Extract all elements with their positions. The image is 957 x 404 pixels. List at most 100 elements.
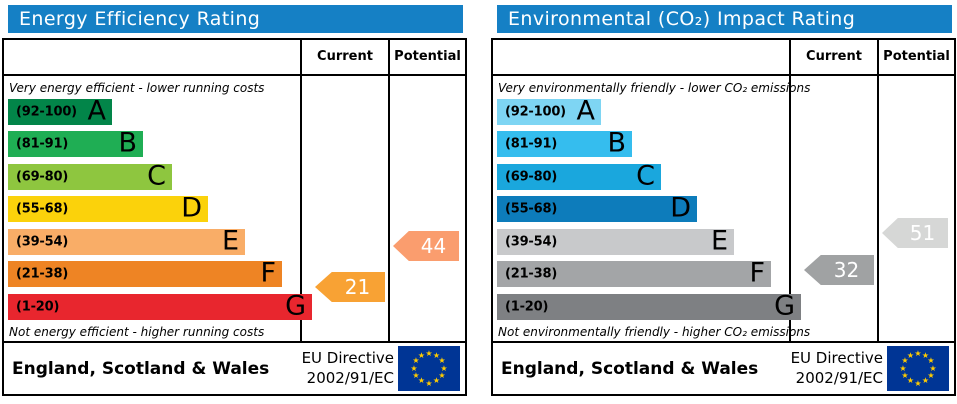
rating-band-f: (21-38) F bbox=[497, 257, 771, 289]
band-range-label: (69-80) bbox=[505, 169, 558, 185]
rating-band-b: (81-91) B bbox=[497, 127, 632, 159]
rating-band-d: (55-68) D bbox=[8, 192, 208, 224]
eu-flag-star: ★ bbox=[914, 378, 922, 388]
band-range-label: (92-100) bbox=[505, 104, 566, 120]
environmental-rating-table: Current Potential Very environmentally f… bbox=[491, 38, 956, 396]
environmental-footer: England, Scotland & Wales EU Directive 2… bbox=[493, 341, 954, 394]
current-rating-value: 32 bbox=[833, 258, 860, 282]
eu-flag-star: ★ bbox=[412, 371, 420, 380]
rating-band-g: (1-20) G bbox=[8, 290, 312, 322]
eu-directive-label: EU Directive 2002/91/EC bbox=[791, 348, 883, 388]
eu-directive-line1: EU Directive bbox=[790, 349, 883, 367]
potential-rating-arrow: 44 bbox=[393, 231, 459, 261]
band-letter: F bbox=[749, 257, 765, 289]
eu-flag-star: ★ bbox=[432, 376, 441, 386]
band-range-label: (21-38) bbox=[505, 266, 558, 282]
eu-flag-star: ★ bbox=[921, 350, 930, 360]
eu-flag-star: ★ bbox=[927, 371, 935, 380]
band-letter: D bbox=[670, 192, 691, 224]
energy-footer: England, Scotland & Wales EU Directive 2… bbox=[4, 341, 465, 394]
eu-flag: ★ ★ ★ ★ ★ ★ ★ ★ ★ ★ ★ ★ bbox=[398, 346, 460, 391]
band-letter: C bbox=[636, 160, 655, 192]
potential-rating-arrow: 51 bbox=[882, 218, 948, 248]
column-divider bbox=[877, 40, 879, 341]
band-letter: C bbox=[147, 160, 166, 192]
energy-efficiency-panel: Energy Efficiency Rating Current Potenti… bbox=[2, 0, 467, 404]
eu-flag-star: ★ bbox=[914, 348, 922, 358]
band-letter: E bbox=[710, 225, 728, 257]
eu-flag-star: ★ bbox=[425, 378, 433, 388]
band-letter: B bbox=[607, 127, 626, 159]
environmental-rating-grid: Current Potential Very environmentally f… bbox=[493, 40, 954, 341]
band-letter: A bbox=[576, 95, 595, 127]
energy-band-chart: Very energy efficient - lower running co… bbox=[4, 76, 465, 341]
top-note: Very energy efficient - lower running co… bbox=[9, 81, 265, 95]
rating-band-e: (39-54) E bbox=[497, 225, 734, 257]
potential-rating-value: 44 bbox=[420, 234, 447, 258]
band-range-label: (39-54) bbox=[505, 234, 558, 250]
eu-flag-star: ★ bbox=[921, 376, 930, 386]
rating-band-c: (69-80) C bbox=[497, 160, 661, 192]
eu-flag: ★ ★ ★ ★ ★ ★ ★ ★ ★ ★ ★ ★ bbox=[887, 346, 949, 391]
current-column-header: Current bbox=[806, 49, 862, 64]
eu-flag-star: ★ bbox=[901, 356, 909, 365]
eu-directive-line1: EU Directive bbox=[301, 349, 394, 367]
column-divider bbox=[300, 40, 302, 341]
rating-band-f: (21-38) F bbox=[8, 257, 282, 289]
eu-flag-star: ★ bbox=[929, 363, 937, 373]
bottom-note: Not environmentally friendly - higher CO… bbox=[498, 325, 811, 339]
band-letter: D bbox=[181, 192, 202, 224]
header-divider bbox=[4, 74, 465, 76]
eu-directive-line2: 2002/91/EC bbox=[306, 369, 394, 387]
eu-flag-star: ★ bbox=[440, 363, 448, 373]
eu-flag-star: ★ bbox=[906, 350, 915, 360]
current-rating-arrow: 32 bbox=[804, 255, 874, 285]
region-label: England, Scotland & Wales bbox=[501, 358, 759, 379]
band-letter: E bbox=[221, 225, 239, 257]
current-rating-arrow: 21 bbox=[315, 272, 385, 302]
environmental-band-chart: Very environmentally friendly - lower CO… bbox=[493, 76, 954, 341]
band-range-label: (69-80) bbox=[16, 169, 69, 185]
band-range-label: (55-68) bbox=[505, 201, 558, 217]
band-letter: G bbox=[285, 290, 306, 322]
rating-band-b: (81-91) B bbox=[8, 127, 143, 159]
eu-flag-star: ★ bbox=[438, 371, 446, 380]
energy-title-bar: Energy Efficiency Rating bbox=[8, 5, 463, 33]
eu-directive-label: EU Directive 2002/91/EC bbox=[302, 348, 394, 388]
column-divider bbox=[388, 40, 390, 341]
environmental-panel-title: Environmental (CO₂) Impact Rating bbox=[508, 8, 856, 30]
band-range-label: (39-54) bbox=[16, 234, 69, 250]
band-range-label: (92-100) bbox=[16, 104, 77, 120]
eu-flag-star: ★ bbox=[906, 376, 915, 386]
eu-flag-star: ★ bbox=[927, 356, 935, 365]
top-note: Very environmentally friendly - lower CO… bbox=[498, 81, 811, 95]
potential-column-header: Potential bbox=[394, 49, 461, 64]
potential-column-header: Potential bbox=[883, 49, 950, 64]
column-divider bbox=[789, 40, 791, 341]
rating-band-c: (69-80) C bbox=[8, 160, 172, 192]
band-range-label: (21-38) bbox=[16, 266, 69, 282]
eu-flag-star: ★ bbox=[412, 356, 420, 365]
eu-flag-star: ★ bbox=[417, 376, 426, 386]
bottom-note: Not energy efficient - higher running co… bbox=[9, 325, 265, 339]
band-letter: B bbox=[118, 127, 137, 159]
environmental-impact-panel: Environmental (CO₂) Impact Rating Curren… bbox=[491, 0, 956, 404]
header-divider bbox=[493, 74, 954, 76]
band-letter: A bbox=[87, 95, 106, 127]
region-label: England, Scotland & Wales bbox=[12, 358, 270, 379]
rating-band-d: (55-68) D bbox=[497, 192, 697, 224]
eu-flag-star: ★ bbox=[425, 348, 433, 358]
band-range-label: (55-68) bbox=[16, 201, 69, 217]
eu-directive-line2: 2002/91/EC bbox=[795, 369, 883, 387]
rating-band-a: (92-100) A bbox=[8, 95, 112, 127]
band-letter: F bbox=[260, 257, 276, 289]
energy-rating-grid: Current Potential Very energy efficient … bbox=[4, 40, 465, 341]
eu-flag-star: ★ bbox=[899, 363, 907, 373]
band-letter: G bbox=[774, 290, 795, 322]
band-range-label: (81-91) bbox=[505, 136, 558, 152]
eu-flag-star: ★ bbox=[901, 371, 909, 380]
band-range-label: (81-91) bbox=[16, 136, 69, 152]
eu-flag-star: ★ bbox=[410, 363, 418, 373]
eu-flag-star: ★ bbox=[438, 356, 446, 365]
